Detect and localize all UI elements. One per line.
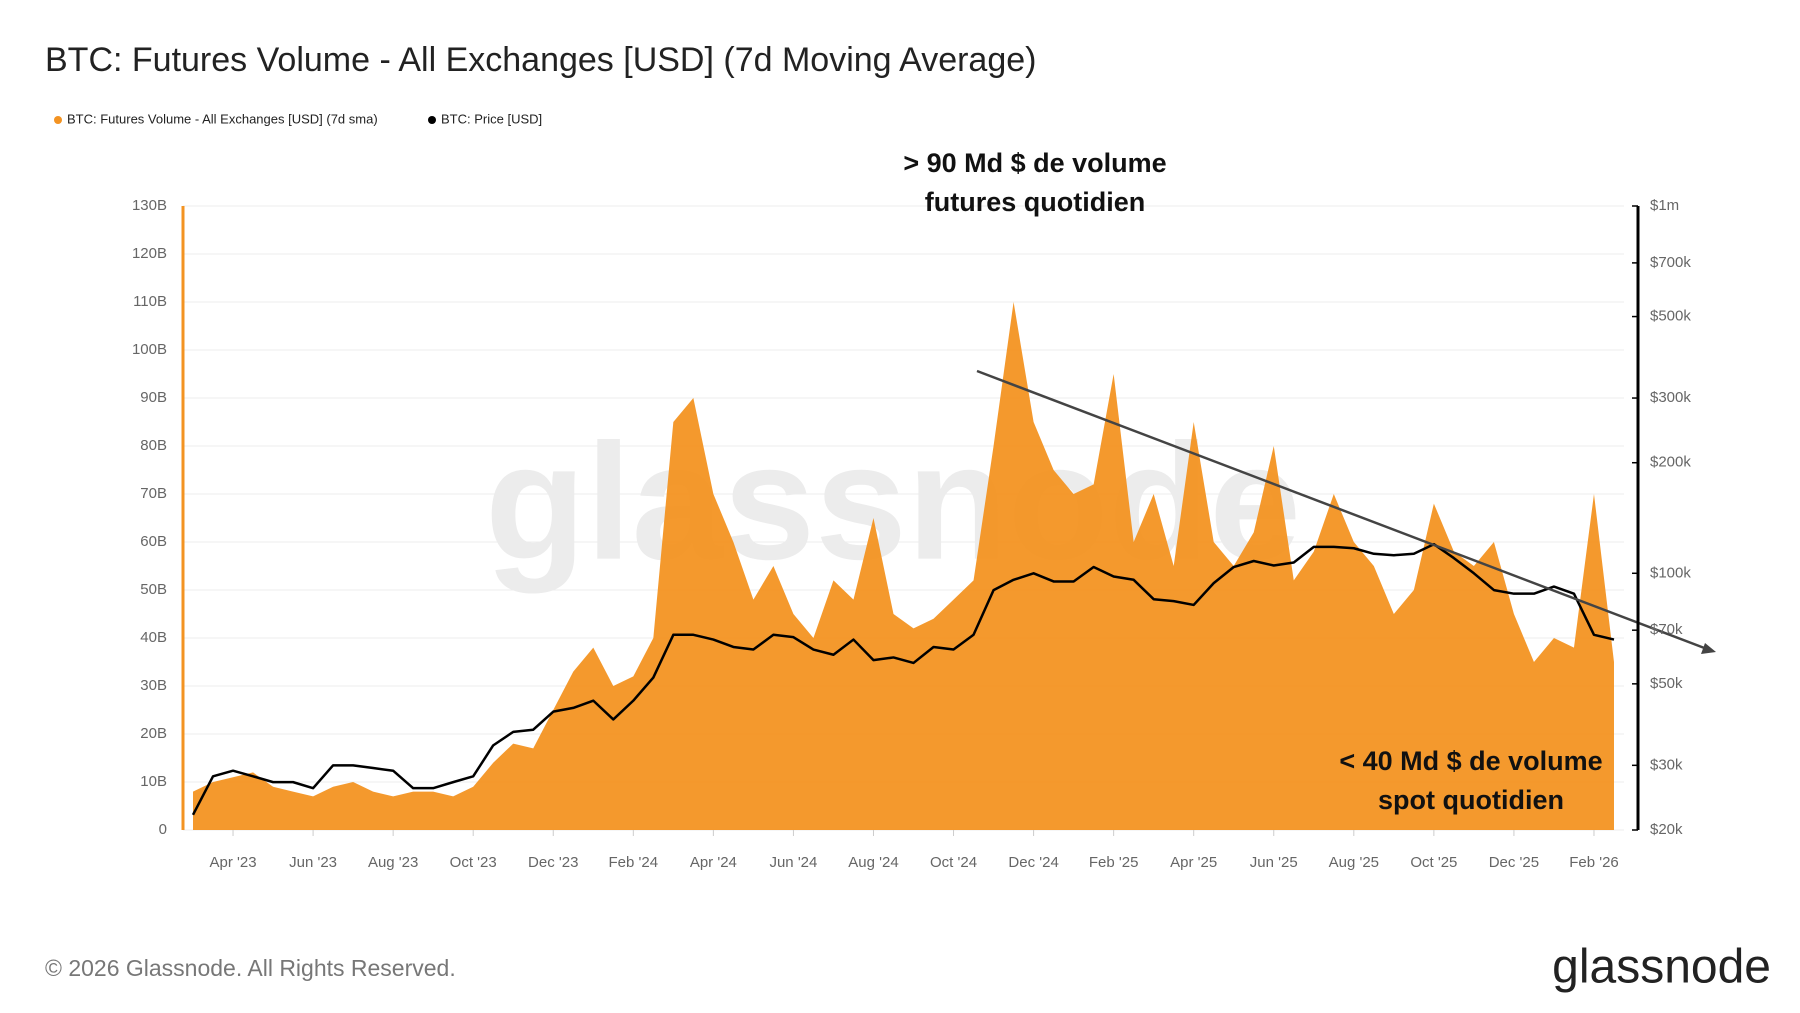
- y2-tick-label: $1m: [1650, 197, 1679, 214]
- y-tick-label: 80B: [140, 437, 167, 454]
- y2-tick-label: $30k: [1650, 756, 1683, 773]
- x-tick-label: Oct '24: [930, 854, 977, 871]
- y2-tick-label: $100k: [1650, 564, 1691, 581]
- x-tick-label: Aug '24: [848, 854, 898, 871]
- annotations: > 90 Md $ de volume futures quotidien < 40…: [903, 148, 1602, 815]
- x-tick-label: Dec '25: [1489, 854, 1539, 871]
- axes: 0 10B 20B 30B 40B 50B 60B 70B 80B 90B 100B 110B 120B…: [132, 197, 1691, 871]
- x-tick-label: Aug '25: [1329, 854, 1379, 871]
- x-tick-label: Apr '25: [1170, 854, 1217, 871]
- footer: © 2026 Glassnode. All Rights Reserved.: [45, 955, 456, 981]
- y-tick-label: 100B: [132, 341, 167, 358]
- x-tick-label: Jun '24: [769, 854, 817, 871]
- y2-tick-label: $50k: [1650, 675, 1683, 692]
- trend-arrowhead: [1701, 643, 1716, 654]
- annotation: spot quotidien: [1378, 785, 1564, 815]
- y-tick-label: 110B: [133, 293, 167, 310]
- x-tick-label: Apr '23: [210, 854, 257, 871]
- y-tick-label: 90B: [140, 389, 167, 406]
- y2-tick-label: $70k: [1650, 621, 1683, 638]
- legend-label: BTC: Price [USD]: [441, 111, 542, 126]
- x-tick-label: Feb '25: [1089, 854, 1139, 871]
- y2-tick-label: $20k: [1650, 821, 1683, 838]
- x-tick-label: Oct '25: [1410, 854, 1457, 871]
- y-tick-label: 130B: [132, 197, 167, 214]
- y2-tick-label: $500k: [1650, 308, 1691, 325]
- y-tick-label: 120B: [132, 245, 167, 262]
- price-line: [191, 542, 1615, 816]
- annotation: < 40 Md $ de volume: [1339, 746, 1602, 776]
- x-tick-label: Feb '24: [609, 854, 659, 871]
- plot: [191, 302, 1615, 830]
- x-tick-label: Dec '23: [528, 854, 578, 871]
- legend-marker: [428, 116, 436, 124]
- y-tick-label: 20B: [140, 725, 167, 742]
- x-tick-label: Jun '25: [1250, 854, 1298, 871]
- annotation: > 90 Md $ de volume: [903, 148, 1166, 178]
- y-tick-label: 70B: [140, 485, 167, 502]
- y2-tick-label: $200k: [1650, 454, 1691, 471]
- y-tick-label: 40B: [140, 629, 167, 646]
- logo: glassnode: [1552, 941, 1771, 994]
- y-tick-label: 60B: [140, 533, 167, 550]
- x-tick-label: Feb '26: [1569, 854, 1619, 871]
- chart-title: BTC: Futures Volume - All Exchanges [USD…: [45, 41, 1036, 79]
- y-tick-label: 50B: [140, 581, 167, 598]
- x-tick-label: Dec '24: [1008, 854, 1058, 871]
- x-tick-label: Jun '23: [289, 854, 337, 871]
- legend-label: BTC: Futures Volume - All Exchanges [USD…: [67, 111, 378, 126]
- x-tick-label: Oct '23: [450, 854, 497, 871]
- x-tick-label: Apr '24: [690, 854, 737, 871]
- x-tick-label: Aug '23: [368, 854, 418, 871]
- annotation: futures quotidien: [925, 187, 1145, 217]
- legend-marker: [54, 116, 62, 124]
- y2-tick-label: $700k: [1650, 254, 1691, 271]
- y-tick-label: 30B: [140, 677, 167, 694]
- y2-tick-label: $300k: [1650, 389, 1691, 406]
- volume-area: [193, 302, 1614, 830]
- legend: BTC: Futures Volume - All Exchanges [USD…: [54, 111, 542, 126]
- y-tick-label: 10B: [140, 773, 167, 790]
- trend-line: [976, 369, 1708, 651]
- y-tick-label: 0: [159, 821, 167, 838]
